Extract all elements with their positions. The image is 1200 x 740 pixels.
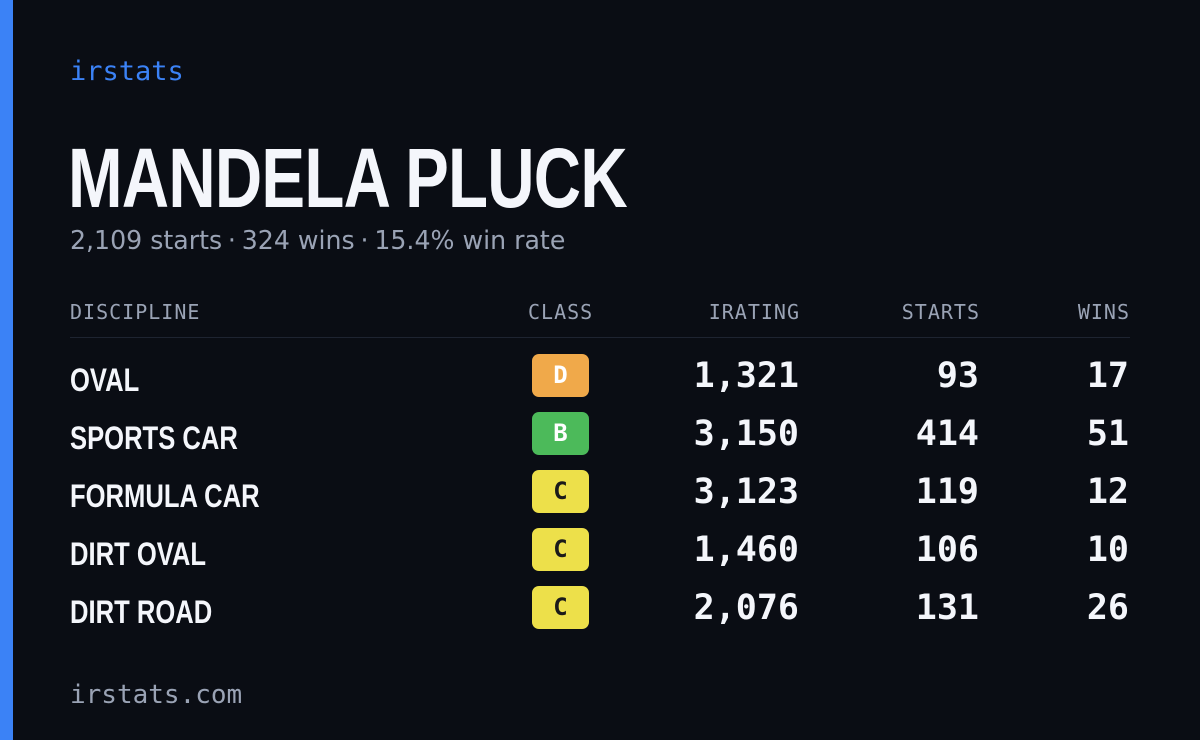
driver-summary: 2,109 starts · 324 wins · 15.4% win rate xyxy=(70,226,565,256)
class-badge: B xyxy=(532,412,589,455)
brand-logo-text: irstats xyxy=(70,56,184,87)
table-row: DIRT ROAD C 2,076 131 26 xyxy=(70,582,1130,640)
class-badge: C xyxy=(532,470,589,513)
table-row: OVAL D 1,321 93 17 xyxy=(70,350,1130,408)
row-wins: 12 xyxy=(1086,472,1129,512)
table-body: OVAL D 1,321 93 17 SPORTS CAR B 3,150 41… xyxy=(70,350,1130,640)
summary-separator: · xyxy=(360,226,369,256)
row-wins: 17 xyxy=(1086,356,1129,396)
row-irating: 1,321 xyxy=(693,356,799,396)
footer-url: irstats.com xyxy=(70,680,243,710)
row-starts: 131 xyxy=(915,588,979,628)
row-discipline: DIRT OVAL xyxy=(70,536,207,572)
driver-name: MANDELA PLUCK xyxy=(68,131,628,225)
class-badge: D xyxy=(532,354,589,397)
row-starts: 106 xyxy=(915,530,979,570)
table-row: FORMULA CAR C 3,123 119 12 xyxy=(70,466,1130,524)
summary-wins: 324 wins xyxy=(241,226,355,256)
header-class: CLASS xyxy=(528,300,594,324)
summary-starts: 2,109 starts xyxy=(70,226,223,256)
header-starts: STARTS xyxy=(901,300,980,324)
row-wins: 51 xyxy=(1086,414,1129,454)
header-irating: IRATING xyxy=(708,300,800,324)
row-irating: 2,076 xyxy=(693,588,799,628)
row-discipline: DIRT ROAD xyxy=(70,594,213,630)
accent-bar xyxy=(0,0,13,740)
row-starts: 119 xyxy=(915,472,979,512)
table-row: SPORTS CAR B 3,150 414 51 xyxy=(70,408,1130,466)
row-wins: 26 xyxy=(1086,588,1129,628)
row-starts: 414 xyxy=(915,414,979,454)
row-irating: 3,123 xyxy=(693,472,799,512)
class-badge: C xyxy=(532,586,589,629)
row-discipline: SPORTS CAR xyxy=(70,420,238,456)
row-wins: 10 xyxy=(1086,530,1129,570)
class-badge: C xyxy=(532,528,589,571)
table-header: DISCIPLINE CLASS IRATING STARTS WINS xyxy=(70,300,1130,338)
row-discipline: OVAL xyxy=(70,362,140,398)
row-irating: 1,460 xyxy=(693,530,799,570)
header-discipline: DISCIPLINE xyxy=(70,300,201,324)
table-row: DIRT OVAL C 1,460 106 10 xyxy=(70,524,1130,582)
summary-win-rate: 15.4% win rate xyxy=(374,226,566,256)
row-starts: 93 xyxy=(936,356,979,396)
summary-separator: · xyxy=(227,226,236,256)
header-wins: WINS xyxy=(1077,300,1130,324)
row-irating: 3,150 xyxy=(693,414,799,454)
row-discipline: FORMULA CAR xyxy=(70,478,260,514)
